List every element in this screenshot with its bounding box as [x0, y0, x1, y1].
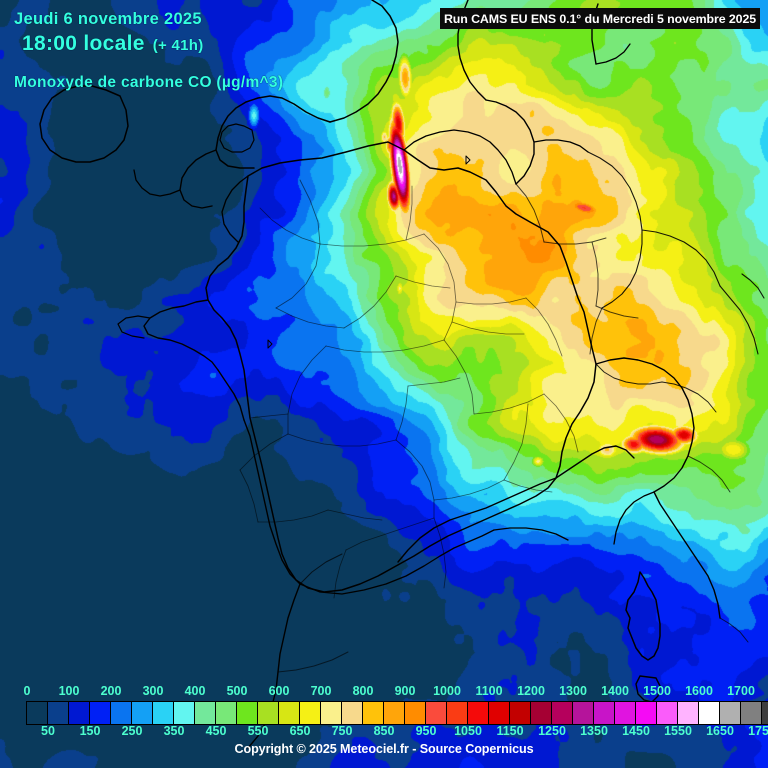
- colorbar-tick-label: 750: [331, 724, 353, 738]
- colorbar-swatch: [174, 702, 195, 724]
- colorbar-swatch: [426, 702, 447, 724]
- colorbar-swatch: [699, 702, 720, 724]
- colorbar-swatch: [657, 702, 678, 724]
- colorbar-swatch: [468, 702, 489, 724]
- colorbar-tick-label: 1150: [496, 724, 524, 738]
- forecast-date-label: Jeudi 6 novembre 2025: [14, 10, 202, 28]
- colorbar-swatch: [573, 702, 594, 724]
- colorbar-tick-label: 1400: [601, 684, 629, 698]
- colorbar-swatches: [26, 701, 768, 725]
- colorbar-swatch: [510, 702, 531, 724]
- colorbar-tick-label: 0: [23, 684, 31, 698]
- colorbar-swatch: [741, 702, 762, 724]
- colorbar-swatch: [27, 702, 48, 724]
- colorbar-swatch: [363, 702, 384, 724]
- colorbar-swatch: [321, 702, 342, 724]
- forecast-time-label: 18:00 locale: [22, 32, 145, 55]
- colorbar-swatch: [762, 702, 768, 724]
- colorbar-tick-label: 800: [352, 684, 374, 698]
- parameter-label: Monoxyde de carbone CO (µg/m^3): [14, 74, 284, 91]
- colorbar-tick-label: 850: [373, 724, 395, 738]
- colorbar-tick-label: 200: [100, 684, 122, 698]
- colorbar-swatch: [384, 702, 405, 724]
- colorbar-tick-label: 650: [289, 724, 311, 738]
- colorbar-tick-label: 1600: [685, 684, 713, 698]
- colorbar-swatch: [48, 702, 69, 724]
- colorbar-tick-label: 1000: [433, 684, 461, 698]
- colorbar-tick-label: 700: [310, 684, 332, 698]
- colorbar: 0 100 200 300 400 500 600 700 800 900 1000 1100 1200…: [0, 684, 768, 748]
- forecast-time-group: 18:00 locale (+ 41h): [22, 32, 204, 56]
- colorbar-tick-label: 100: [58, 684, 80, 698]
- colorbar-swatch: [636, 702, 657, 724]
- colorbar-tick-label: 1250: [538, 724, 566, 738]
- copyright-label: Copyright © 2025 Meteociel.fr - Source C…: [234, 742, 534, 756]
- colorbar-ticks-bottom: 50 150 250 350 450 550 650 750 850 950 1050 1150 125…: [0, 724, 768, 740]
- colorbar-tick-label: 450: [205, 724, 227, 738]
- colorbar-swatch: [615, 702, 636, 724]
- colorbar-swatch: [720, 702, 741, 724]
- colorbar-tick-label: 300: [142, 684, 164, 698]
- colorbar-tick-label: 500: [226, 684, 248, 698]
- colorbar-tick-label: 950: [415, 724, 437, 738]
- colorbar-swatch: [132, 702, 153, 724]
- colorbar-swatch: [90, 702, 111, 724]
- colorbar-tick-label: 1200: [517, 684, 545, 698]
- colorbar-tick-label: 1500: [643, 684, 671, 698]
- colorbar-tick-label: 1750: [748, 724, 768, 738]
- model-run-text: Run CAMS EU ENS 0.1° du Mercredi 5 novem…: [443, 11, 757, 26]
- colorbar-swatch: [405, 702, 426, 724]
- colorbar-swatch: [300, 702, 321, 724]
- colorbar-tick-label: 550: [247, 724, 269, 738]
- colorbar-tick-label: 1650: [706, 724, 734, 738]
- colorbar-tick-label: 400: [184, 684, 206, 698]
- colorbar-swatch: [258, 702, 279, 724]
- colorbar-swatch: [342, 702, 363, 724]
- colorbar-swatch: [552, 702, 573, 724]
- colorbar-swatch: [279, 702, 300, 724]
- colorbar-tick-label: 900: [394, 684, 416, 698]
- colorbar-swatch: [237, 702, 258, 724]
- colorbar-swatch: [216, 702, 237, 724]
- colorbar-tick-label: 1700: [727, 684, 755, 698]
- colorbar-tick-label: 1100: [475, 684, 503, 698]
- colorbar-tick-label: 1350: [580, 724, 608, 738]
- colorbar-tick-label: 600: [268, 684, 290, 698]
- colorbar-swatch: [594, 702, 615, 724]
- colorbar-tick-label: 150: [79, 724, 101, 738]
- colorbar-tick-label: 1550: [664, 724, 692, 738]
- colorbar-ticks-top: 0 100 200 300 400 500 600 700 800 900 1000 1100 1200…: [0, 684, 768, 700]
- colorbar-tick-label: 1450: [622, 724, 650, 738]
- colorbar-tick-label: 350: [163, 724, 185, 738]
- colorbar-tick-label: 1300: [559, 684, 587, 698]
- colorbar-tick-label: 1050: [454, 724, 482, 738]
- model-run-banner: Run CAMS EU ENS 0.1° du Mercredi 5 novem…: [440, 8, 760, 29]
- colorbar-tick-label: 250: [121, 724, 143, 738]
- colorbar-swatch: [447, 702, 468, 724]
- forecast-lead-time-label: (+ 41h): [152, 37, 204, 54]
- colorbar-swatch: [69, 702, 90, 724]
- colorbar-swatch: [531, 702, 552, 724]
- colorbar-swatch: [489, 702, 510, 724]
- colorbar-tick-label: 50: [41, 724, 55, 738]
- colorbar-swatch: [153, 702, 174, 724]
- colorbar-swatch: [111, 702, 132, 724]
- colorbar-swatch: [195, 702, 216, 724]
- colorbar-swatch: [678, 702, 699, 724]
